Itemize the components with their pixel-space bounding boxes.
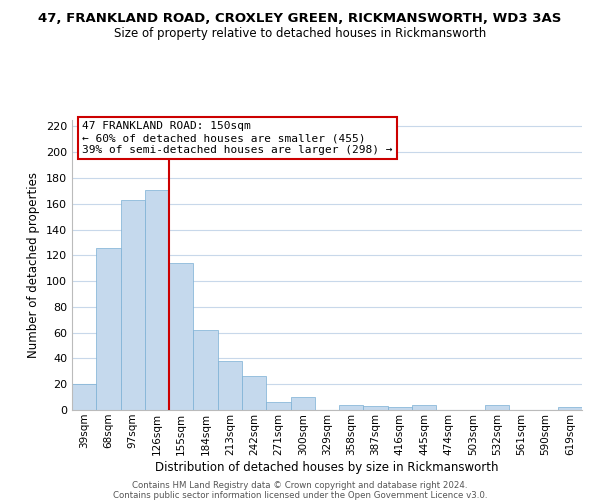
Text: 47, FRANKLAND ROAD, CROXLEY GREEN, RICKMANSWORTH, WD3 3AS: 47, FRANKLAND ROAD, CROXLEY GREEN, RICKM… [38, 12, 562, 26]
Bar [169, 263, 193, 410]
Bar [290, 397, 315, 410]
Text: Contains public sector information licensed under the Open Government Licence v3: Contains public sector information licen… [113, 490, 487, 500]
Text: Contains HM Land Registry data © Crown copyright and database right 2024.: Contains HM Land Registry data © Crown c… [132, 482, 468, 490]
Bar [193, 330, 218, 410]
Bar [364, 406, 388, 410]
Text: 47 FRANKLAND ROAD: 150sqm
← 60% of detached houses are smaller (455)
39% of semi: 47 FRANKLAND ROAD: 150sqm ← 60% of detac… [82, 122, 392, 154]
Bar [485, 405, 509, 410]
Bar [72, 384, 96, 410]
Bar [339, 405, 364, 410]
Y-axis label: Number of detached properties: Number of detached properties [28, 172, 40, 358]
Bar [388, 408, 412, 410]
Bar [558, 408, 582, 410]
Bar [242, 376, 266, 410]
Bar [121, 200, 145, 410]
Text: Distribution of detached houses by size in Rickmansworth: Distribution of detached houses by size … [155, 461, 499, 474]
Bar [145, 190, 169, 410]
Bar [266, 402, 290, 410]
Bar [96, 248, 121, 410]
Text: Size of property relative to detached houses in Rickmansworth: Size of property relative to detached ho… [114, 28, 486, 40]
Bar [218, 361, 242, 410]
Bar [412, 405, 436, 410]
